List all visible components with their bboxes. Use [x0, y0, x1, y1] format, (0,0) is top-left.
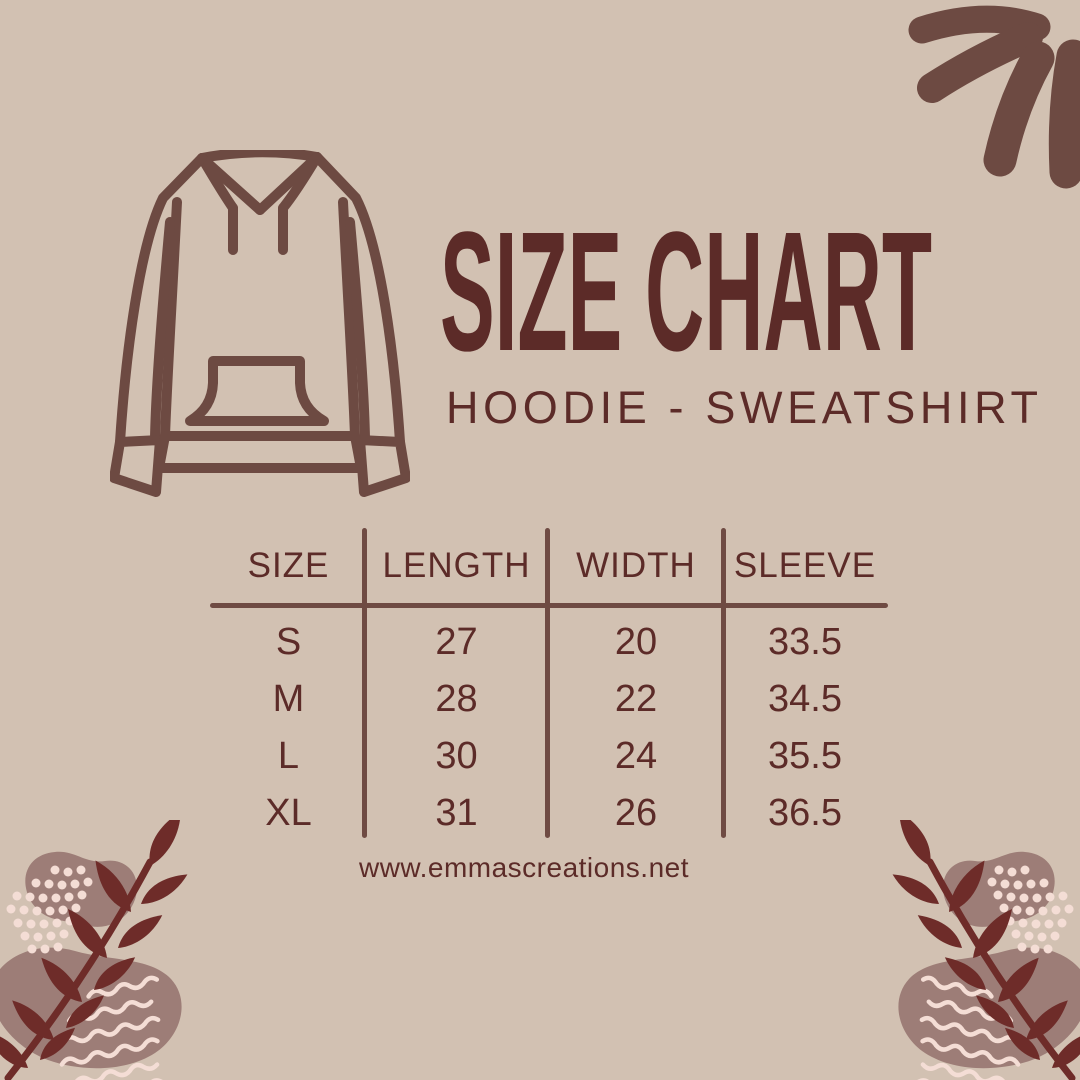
- table-row: M 28 22 34.5: [212, 671, 886, 728]
- table-body: S 27 20 33.5 M 28 22 34.5 L 30 24 35.5 X…: [212, 604, 886, 842]
- width-value: 22: [614, 678, 658, 720]
- page-subtitle: HOODIE - SWEATSHIRT: [446, 382, 1038, 433]
- width-value: 24: [614, 735, 658, 777]
- width-value: 20: [614, 621, 658, 663]
- page-title: SIZE CHART: [440, 224, 932, 366]
- size-value: XL: [265, 792, 312, 834]
- size-value: M: [272, 678, 305, 720]
- size-value: S: [275, 621, 302, 663]
- column-header-width: WIDTH: [576, 546, 696, 585]
- sleeve-value: 35.5: [768, 735, 842, 777]
- botanical-decoration-right: [810, 820, 1080, 1080]
- table-column-divider: [545, 528, 550, 838]
- table-header-row: SIZE LENGTH WIDTH SLEEVE: [212, 528, 886, 604]
- botanical-decoration-left: [0, 820, 270, 1080]
- size-table: SIZE LENGTH WIDTH SLEEVE S 27 20 33.5 M …: [210, 528, 888, 842]
- table-row: S 27 20 33.5: [212, 614, 886, 671]
- subtitle-text: HOODIE - SWEATSHIRT: [446, 382, 1038, 433]
- width-value: 26: [614, 792, 658, 834]
- column-header-sleeve: SLEEVE: [733, 546, 877, 585]
- length-value: 30: [435, 735, 478, 777]
- column-header-size: SIZE: [247, 546, 330, 585]
- table-row: L 30 24 35.5: [212, 728, 886, 785]
- length-value: 31: [435, 792, 478, 834]
- sleeve-value: 36.5: [768, 792, 842, 834]
- sleeve-value: 34.5: [768, 678, 842, 720]
- title-text: SIZE CHART: [440, 224, 932, 366]
- table-header-divider: [210, 603, 888, 608]
- hoodie-icon: [110, 150, 410, 497]
- size-value: L: [277, 735, 300, 777]
- table-column-divider: [362, 528, 367, 838]
- table-row: XL 31 26 36.5: [212, 785, 886, 842]
- table-column-divider: [721, 528, 726, 838]
- column-header-length: LENGTH: [382, 546, 531, 585]
- length-value: 28: [435, 678, 478, 720]
- sleeve-value: 33.5: [768, 621, 842, 663]
- brush-strokes-decoration: [908, 5, 1080, 189]
- length-value: 27: [435, 621, 478, 663]
- website-url: www.emmascreations.net: [358, 852, 689, 883]
